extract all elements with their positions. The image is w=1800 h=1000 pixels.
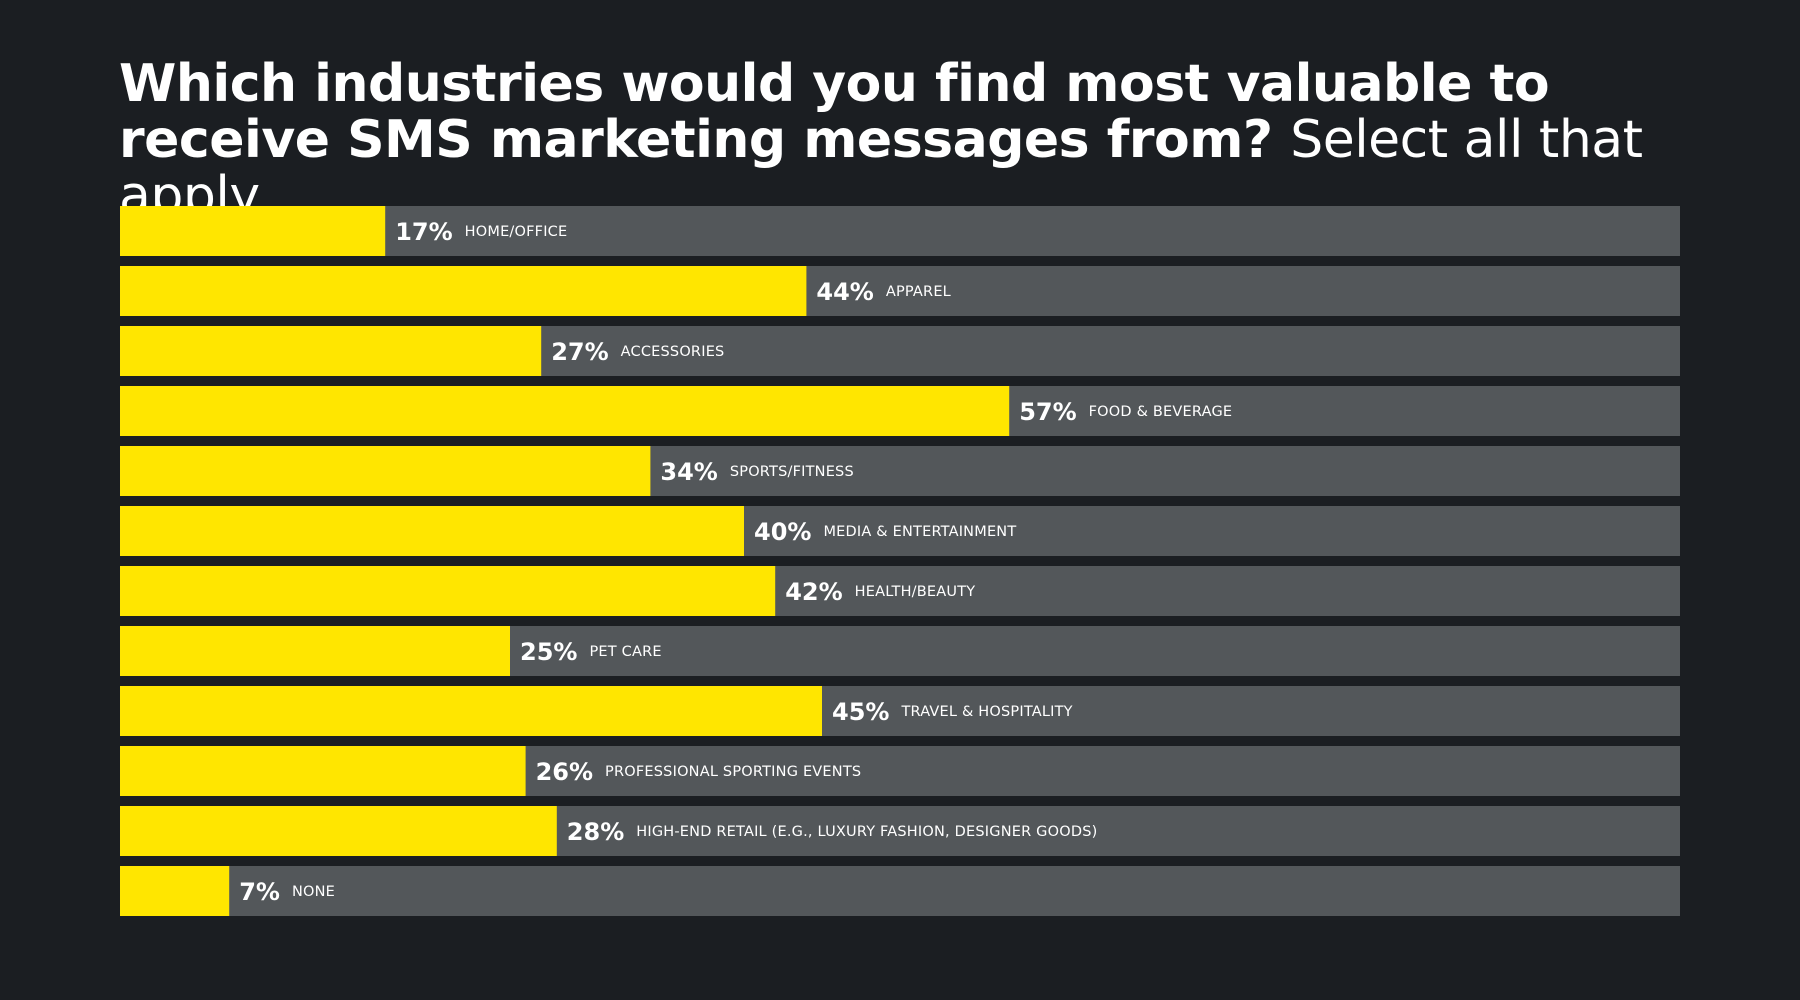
bar-category-label: APPAREL	[886, 284, 951, 300]
bar-category-label: PET CARE	[589, 644, 661, 660]
bar-row: 28% HIGH-END RETAIL (E.G., LUXURY FASHION…	[120, 806, 1680, 856]
bar-row: 34% SPORTS/FITNESS	[120, 446, 1680, 496]
bar-value-label: 26%	[536, 758, 593, 786]
bar	[120, 446, 651, 496]
bar	[120, 866, 230, 916]
bar-value-label: 7%	[239, 878, 280, 906]
bar	[120, 626, 510, 676]
bar-category-label: NONE	[292, 884, 335, 900]
bar-category-label: FOOD & BEVERAGE	[1089, 404, 1233, 420]
bar-value-label: 28%	[567, 818, 624, 846]
bar-value-label: 40%	[754, 518, 811, 546]
bar	[120, 566, 776, 616]
bar-value-label: 34%	[660, 458, 717, 486]
bar-value-label: 17%	[395, 218, 452, 246]
bar	[120, 326, 542, 376]
bar-value-label: 57%	[1019, 398, 1076, 426]
bar-row: 26% PROFESSIONAL SPORTING EVENTS	[120, 746, 1680, 796]
bar	[120, 506, 744, 556]
chart-title: Which industries would you find most val…	[119, 56, 1719, 224]
bar-row: 57% FOOD & BEVERAGE	[120, 386, 1680, 436]
bar	[120, 686, 822, 736]
bar	[120, 266, 807, 316]
bar-row: 45% TRAVEL & HOSPITALITY	[120, 686, 1680, 736]
bar-row: 42% HEALTH/BEAUTY	[120, 566, 1680, 616]
bar-category-label: SPORTS/FITNESS	[730, 464, 854, 480]
bar-row: 25% PET CARE	[120, 626, 1680, 676]
bar-value-label: 25%	[520, 638, 577, 666]
bar-category-label: HIGH-END RETAIL (E.G., LUXURY FASHION, D…	[636, 824, 1097, 840]
bar-category-label: HEALTH/BEAUTY	[855, 584, 976, 600]
bar-value-label: 44%	[816, 278, 873, 306]
bar-category-label: ACCESSORIES	[621, 344, 725, 360]
bar-row: 17% HOME/OFFICE	[120, 206, 1680, 256]
bar-value-label: 42%	[785, 578, 842, 606]
bar	[120, 806, 557, 856]
bar-category-label: TRAVEL & HOSPITALITY	[900, 704, 1072, 720]
bar-category-label: HOME/OFFICE	[465, 224, 568, 240]
bar-row: 44% APPAREL	[120, 266, 1680, 316]
bar-value-label: 45%	[832, 698, 889, 726]
chart-title-question: Which industries would you find most val…	[119, 54, 1550, 170]
bar-row: 7% NONE	[120, 866, 1680, 916]
bar	[120, 746, 526, 796]
bar	[120, 386, 1010, 436]
bar-value-label: 27%	[551, 338, 608, 366]
bar-category-label: PROFESSIONAL SPORTING EVENTS	[605, 764, 861, 780]
bar-row: 27% ACCESSORIES	[120, 326, 1680, 376]
bar-row: 40% MEDIA & ENTERTAINMENT	[120, 506, 1680, 556]
bar-category-label: MEDIA & ENTERTAINMENT	[823, 524, 1016, 540]
bar-track	[120, 866, 1680, 916]
bar	[120, 206, 386, 256]
